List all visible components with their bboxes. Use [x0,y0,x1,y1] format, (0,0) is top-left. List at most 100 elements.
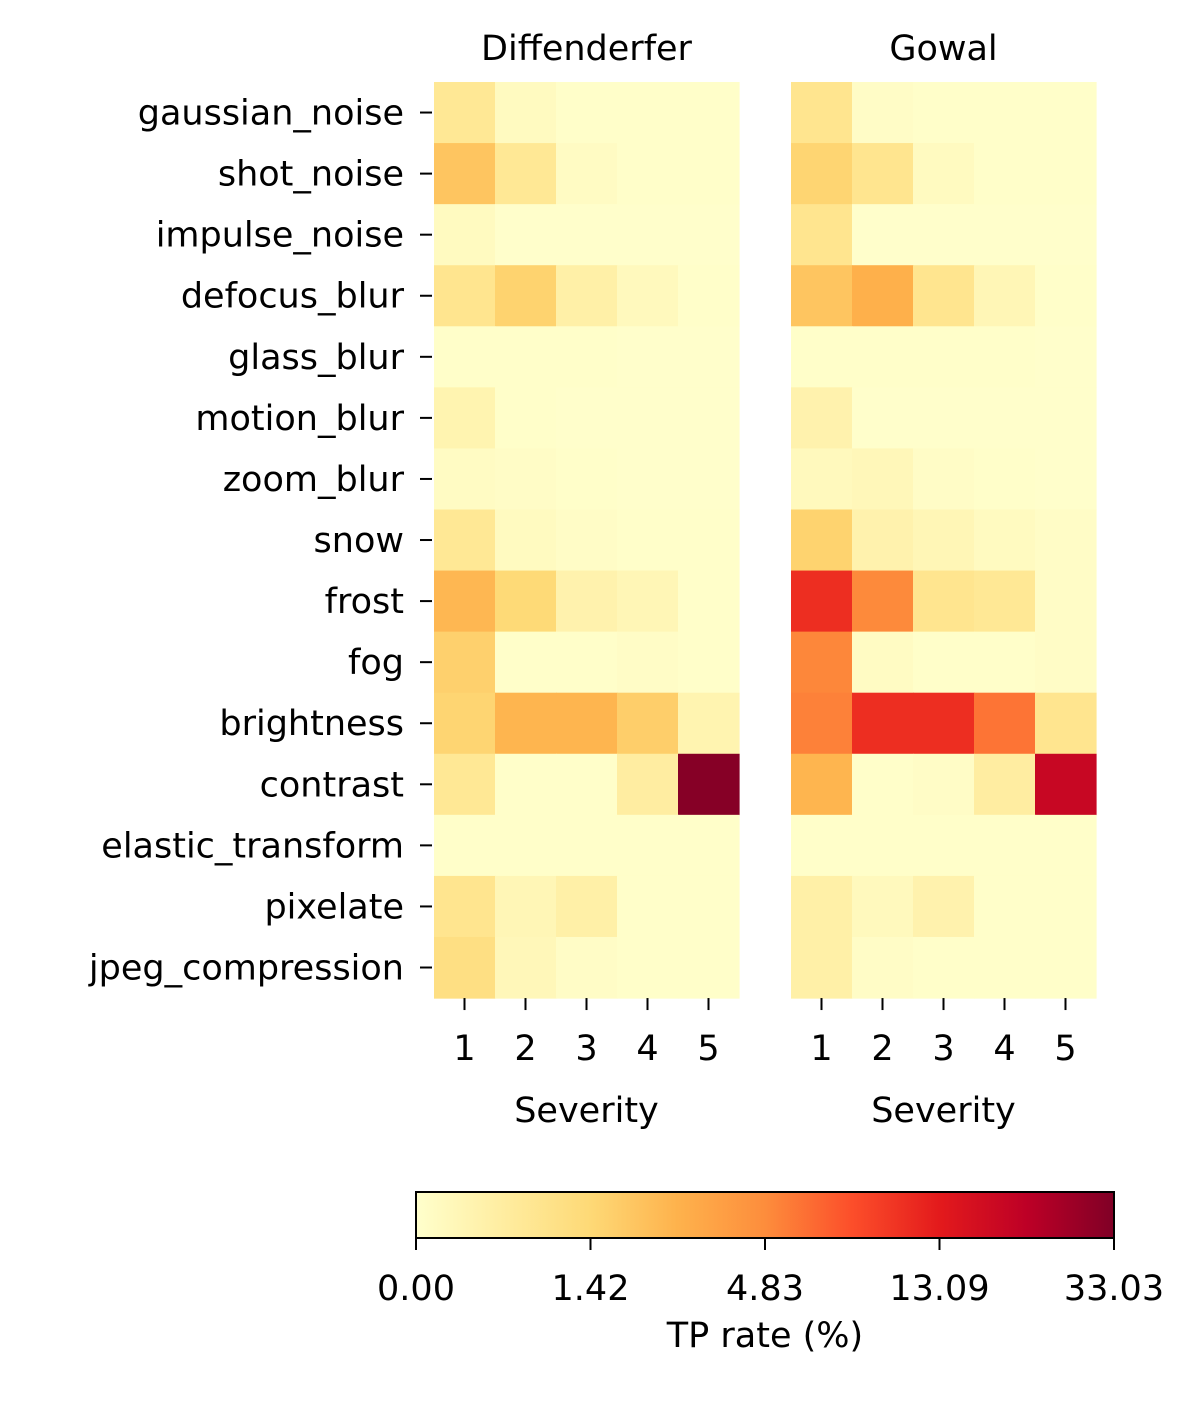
heatmap-cell [617,875,679,938]
heatmap-cell [852,387,914,450]
heatmap-cell [852,936,914,999]
heatmap-cell [791,326,853,388]
heatmap-cell [852,204,914,266]
heatmap-cell [974,875,1036,938]
heatmap-cell [617,265,679,327]
heatmap-cell [791,814,853,877]
x-tick-label: 5 [1054,1029,1076,1069]
heatmap-cell [791,143,853,205]
heatmap-cell [434,631,496,694]
x-tick-label: 1 [453,1029,475,1069]
heatmap-cell [434,875,496,938]
row-label: frost [325,582,404,622]
heatmap-cell [974,936,1036,999]
heatmap-cell [974,631,1036,694]
heatmap-cell [678,448,740,511]
heatmap-cell [1035,936,1097,999]
heatmap-cell [852,814,914,877]
heatmap-cell [495,936,557,999]
heatmap-cell [678,204,740,266]
heatmap-cell [678,631,740,694]
x-tick-label: 4 [993,1029,1015,1069]
row-label: elastic_transform [101,826,404,866]
colorbar-ticks: 0.00 1.42 4.83 13.09 33.03 [377,1238,1164,1309]
x-tick-label: 5 [697,1029,719,1069]
heatmap-cell [556,814,618,877]
heatmap-cell [556,204,618,266]
heatmap-cell [617,326,679,388]
heatmap-cell [434,204,496,266]
heatmap-cell [434,814,496,877]
heatmap-cell [913,814,975,877]
heatmap-cell [495,509,557,572]
heatmap-cell [678,875,740,938]
heatmap-cell [434,265,496,327]
colorbar-tick-label: 0.00 [377,1269,455,1309]
heatmap-cell [495,814,557,877]
heatmap-cell [495,753,557,816]
x-axis-label: Severity [871,1091,1016,1131]
heatmap-cell [974,143,1036,205]
heatmap-cell [495,448,557,511]
heatmap-cell [1035,631,1097,694]
heatmap-cell [974,753,1036,816]
heatmap-cell [974,692,1036,755]
heatmap-cell [791,936,853,999]
heatmap-cell [678,143,740,205]
heatmap-cell [852,509,914,572]
heatmap-cell [556,936,618,999]
heatmap-cell [1035,692,1097,755]
colorbar-gradient [415,1191,1115,1239]
heatmap-cell [495,326,557,388]
heatmap-cell [434,936,496,999]
row-label: impulse_noise [156,216,404,256]
heatmap-cell [852,753,914,816]
heatmap-cell [913,570,975,633]
heatmap-cell [974,204,1036,266]
heatmap-cell [434,692,496,755]
heatmap-cell [791,631,853,694]
row-label: jpeg_compression [88,949,404,989]
heatmap-cell [617,570,679,633]
heatmap-cell [1035,265,1097,327]
heatmap-cell [974,570,1036,633]
heatmap-cell [1035,143,1097,205]
heatmap-cell [617,753,679,816]
heatmap-cell [617,692,679,755]
x-tick-label: 3 [932,1029,954,1069]
heatmap-cell [974,387,1036,450]
heatmap-cell [617,82,679,144]
row-label: contrast [260,765,404,805]
heatmap-cell [434,387,496,450]
heatmap-cell [556,875,618,938]
heatmap-cell [791,387,853,450]
heatmap-cell [495,82,557,144]
heatmap-cell [974,509,1036,572]
heatmap-cell [556,753,618,816]
heatmap-cell [974,448,1036,511]
heatmap-cell [678,265,740,327]
heatmap-cell [434,509,496,572]
heatmap-cell [1035,326,1097,388]
colorbar-tick-label: 33.03 [1064,1269,1164,1309]
heatmap-cell [791,204,853,266]
x-tick-label: 2 [871,1029,893,1069]
heatmap-cell [913,387,975,450]
x-axis-label: Severity [514,1091,659,1131]
heatmap-cell [617,204,679,266]
heatmap-cell [913,448,975,511]
panel-0: Diffenderfer 1 2 3 4 5 Severity [434,29,740,1131]
x-tick-label: 3 [575,1029,597,1069]
heatmap-cell [678,326,740,388]
heatmap-cell [913,692,975,755]
heatmap-cell [1035,753,1097,816]
heatmap-cell [1035,387,1097,450]
heatmap-cell [791,875,853,938]
heatmap-cell [678,387,740,450]
heatmap-cell [495,692,557,755]
heatmap-cell [913,631,975,694]
heatmap-cell [913,509,975,572]
x-tick-label: 1 [810,1029,832,1069]
colorbar-tick-label: 1.42 [552,1269,630,1309]
